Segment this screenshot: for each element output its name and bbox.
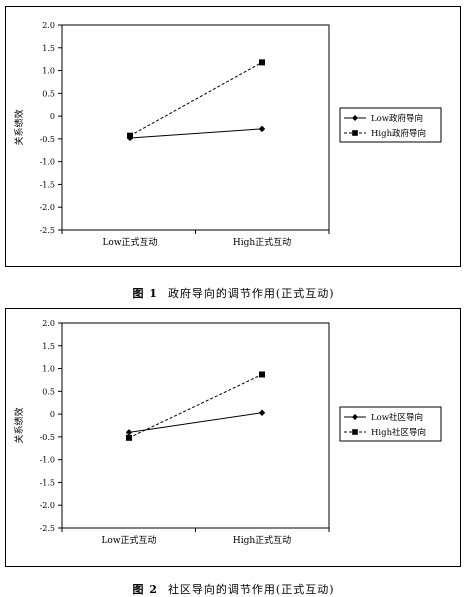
diamond-marker <box>125 429 133 436</box>
legend-box <box>339 107 442 143</box>
square-marker <box>127 132 133 139</box>
y-axis-label: 关系绩效 <box>13 109 25 145</box>
legend-label: High政府导向 <box>371 128 426 139</box>
y-tick-label: -2.0 <box>40 501 55 510</box>
series-line-2 <box>128 374 263 439</box>
y-tick-label: -2.5 <box>40 524 55 533</box>
y-tick-label: 0.5 <box>42 387 55 396</box>
y-tick-label: -1.0 <box>40 158 55 167</box>
figure-2-caption-number: 图 2 <box>132 583 158 596</box>
y-tick-label: -2.5 <box>40 226 55 235</box>
square-marker <box>259 371 265 378</box>
y-tick-label: -2.0 <box>40 203 55 212</box>
figure-1-chart: 2.0 1.5 1.0 0.5 0 -0.5 -1.0 -1.5 -2.0 -2.5 Low正式互动… <box>13 21 442 248</box>
legend-label: Low政府导向 <box>371 113 423 124</box>
figure-2-caption-text: 社区导向的调节作用(正式互动) <box>167 583 335 596</box>
y-tick-label: 1.5 <box>42 44 55 53</box>
y-tick-label: 0.5 <box>42 89 55 98</box>
legend-label: High社区导向 <box>371 427 426 438</box>
x-tick-label: High正式互动 <box>233 534 291 546</box>
figure-1-caption: 图 1 政府导向的调节作用(正式互动) <box>0 285 467 301</box>
series-line-1 <box>129 128 263 139</box>
y-tick-label: -1.5 <box>40 478 55 487</box>
x-tick-label: Low正式互动 <box>101 534 156 546</box>
diamond-marker <box>258 409 266 416</box>
square-marker <box>126 434 132 441</box>
x-tick-label: Low正式互动 <box>102 236 157 248</box>
legend-box <box>339 406 442 442</box>
square-marker <box>259 59 265 66</box>
y-tick-label: 2.0 <box>42 21 55 30</box>
y-tick-label: -0.5 <box>40 433 55 442</box>
legend-label: Low社区导向 <box>371 412 423 423</box>
y-tick-label: 1.5 <box>42 342 55 351</box>
figure-1-caption-text: 政府导向的调节作用(正式互动) <box>167 287 335 300</box>
plot-area <box>61 24 330 231</box>
figure-2-chart: 2.0 1.5 1.0 0.5 0 -0.5 -1.0 -1.5 -2.0 -2.5 Low正式互动… <box>13 319 442 546</box>
y-tick-label: 1.0 <box>42 67 55 76</box>
y-axis-label: 关系绩效 <box>13 407 25 443</box>
plot-area <box>61 322 330 529</box>
figure-1-caption-number: 图 1 <box>132 287 158 300</box>
y-tick-label: 0 <box>50 112 55 121</box>
y-tick-label: 2.0 <box>42 319 55 328</box>
y-tick-label: 1.0 <box>42 365 55 374</box>
series-line-1 <box>128 412 263 433</box>
legend-square-marker <box>352 429 358 435</box>
legend-diamond-marker <box>352 414 358 420</box>
x-tick-label: High正式互动 <box>233 236 291 248</box>
legend-square-marker <box>352 130 358 136</box>
y-tick-label: -1.5 <box>40 180 55 189</box>
y-tick-label: 0 <box>50 410 55 419</box>
legend-diamond-marker <box>352 115 358 121</box>
y-tick-label: -0.5 <box>40 135 55 144</box>
series-line-2 <box>129 61 263 137</box>
y-tick-label: -1.0 <box>40 456 55 465</box>
diamond-marker <box>258 125 266 133</box>
figure-2-caption: 图 2 社区导向的调节作用(正式互动) <box>0 581 467 597</box>
